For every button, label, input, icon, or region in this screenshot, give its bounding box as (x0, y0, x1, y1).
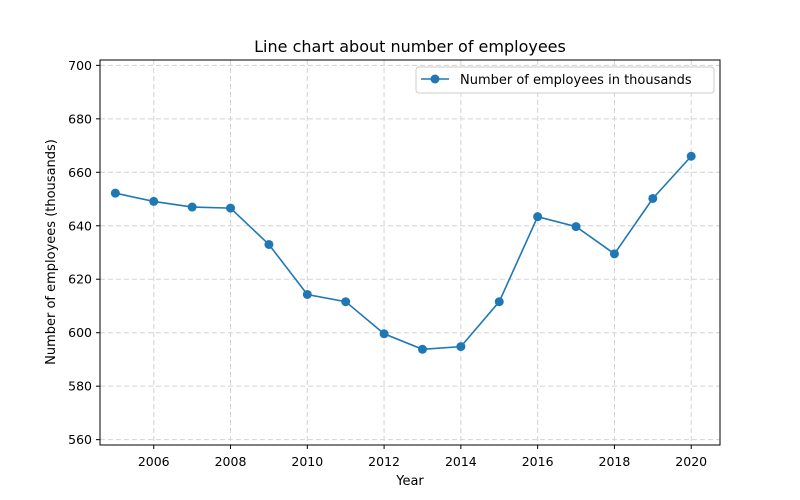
data-point (149, 196, 159, 206)
plot-frame (99, 59, 721, 446)
legend-marker-icon (430, 74, 440, 84)
x-tick-label: 2012 (368, 454, 400, 469)
legend-label: Number of employees in thousands (460, 73, 692, 88)
data-point (110, 188, 120, 198)
data-point (456, 342, 466, 352)
y-tick-label: 620 (68, 272, 92, 287)
series-line (115, 155, 692, 351)
y-tick-label: 640 (68, 218, 92, 233)
y-tick-label: 600 (68, 325, 92, 340)
data-point (533, 212, 543, 222)
y-axis-label: Number of employees (thousands) (44, 139, 59, 365)
legend-box (415, 66, 715, 94)
x-axis-label: Year (395, 474, 424, 489)
x-tick-label: 2008 (215, 454, 247, 469)
x-tick-label: 2014 (445, 454, 477, 469)
x-tick-label: 2006 (138, 454, 170, 469)
data-point (187, 202, 197, 212)
data-point (417, 344, 427, 354)
data-point (379, 329, 389, 339)
x-tick-label: 2020 (675, 454, 707, 469)
y-tick-label: 580 (68, 379, 92, 394)
data-point (302, 289, 312, 299)
data-point (264, 239, 274, 249)
x-tick-label: 2016 (522, 454, 554, 469)
data-point (648, 193, 658, 203)
data-point (494, 297, 504, 307)
data-point (609, 249, 619, 259)
series-layer (110, 151, 696, 354)
grid (100, 60, 720, 445)
y-tick-label: 680 (68, 111, 92, 126)
chart-title: Line chart about number of employees (254, 37, 566, 56)
data-point (571, 222, 581, 232)
x-tick-label: 2018 (599, 454, 631, 469)
data-point (686, 151, 696, 161)
data-point (226, 203, 236, 213)
y-tick-label: 700 (68, 58, 92, 73)
x-tick-label: 2010 (291, 454, 323, 469)
legend: Number of employees in thousands (415, 66, 715, 94)
y-tick-label: 560 (68, 432, 92, 447)
y-tick-label: 660 (68, 165, 92, 180)
data-point (341, 297, 351, 307)
axis-ticks: 2006 2008 2010 2012 2014 2016 2018 2020 560 580 60… (68, 58, 707, 469)
